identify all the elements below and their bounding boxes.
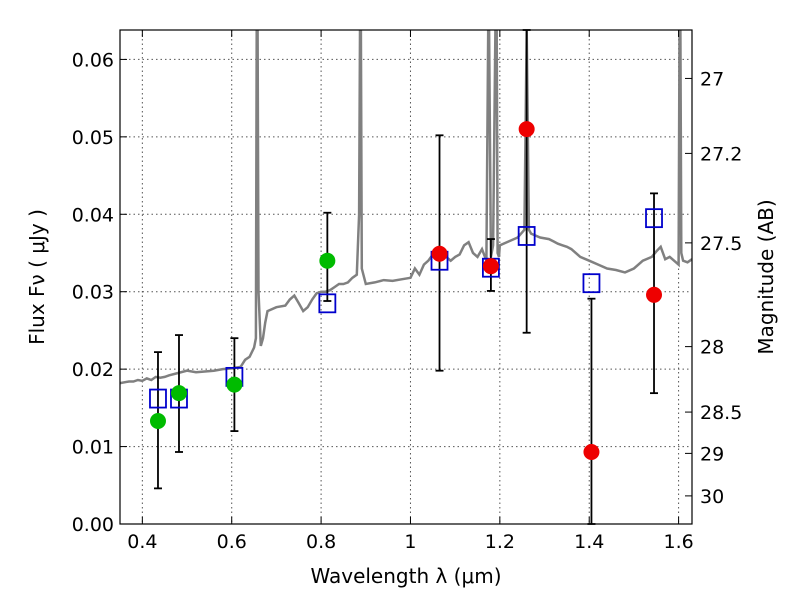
- y-tick-label: 0.06: [72, 49, 114, 71]
- x-tick-label: 1.4: [574, 531, 604, 553]
- green-point: [319, 252, 336, 269]
- y-tick-label: 0.01: [72, 437, 114, 459]
- y-tick-label: 0.02: [72, 359, 114, 381]
- model-square-marker: [318, 293, 337, 314]
- x-tick-label: 0.8: [306, 531, 336, 553]
- plot-frame: [119, 29, 693, 525]
- right-tick-label: 28: [700, 337, 724, 359]
- right-tick-label: 29: [700, 443, 724, 465]
- model-spectrum-line: [120, 30, 692, 385]
- data-markers: [149, 29, 663, 525]
- x-tick-label: 1: [404, 531, 416, 553]
- y-tick-label: 0.03: [72, 282, 114, 304]
- model-square-marker: [149, 388, 167, 409]
- right-tick-label: 27: [700, 68, 724, 90]
- right-axis-title: Magnitude (AB): [754, 199, 778, 354]
- axis-tick-labels: 0.4 0.6 0.8 1 1.2 1.4 1.6 0.00 0.01 0.02 0.03 0.04 0…: [72, 49, 743, 553]
- axis-ticks: [120, 30, 692, 525]
- model-square-marker: [582, 273, 601, 294]
- right-tick-label: 27.2: [700, 143, 742, 165]
- green-point: [149, 413, 166, 430]
- x-tick-label: 1.2: [485, 531, 515, 553]
- x-tick-label: 0.4: [127, 531, 157, 553]
- x-tick-label: 1.6: [663, 531, 693, 553]
- plot-area: [120, 30, 692, 385]
- x-axis-title: Wavelength λ (μm): [310, 564, 501, 588]
- green-point: [226, 376, 243, 393]
- x-tick-label: 0.6: [217, 531, 247, 553]
- green-point: [170, 385, 187, 402]
- right-tick-label: 27.5: [700, 233, 742, 255]
- red-point: [518, 121, 535, 138]
- y-tick-label: 0.05: [72, 127, 114, 149]
- model-square-marker: [645, 208, 663, 229]
- red-point: [646, 286, 663, 303]
- red-point: [431, 245, 448, 262]
- red-point: [482, 258, 499, 275]
- red-point: [583, 443, 600, 460]
- right-tick-label: 30: [700, 486, 724, 508]
- right-tick-label: 28.5: [700, 402, 742, 424]
- y-axis-title: Flux Fν ( μJy ): [25, 209, 49, 345]
- y-tick-label: 0.04: [72, 204, 114, 226]
- y-tick-label: 0.00: [72, 514, 114, 536]
- model-square-marker: [517, 226, 536, 246]
